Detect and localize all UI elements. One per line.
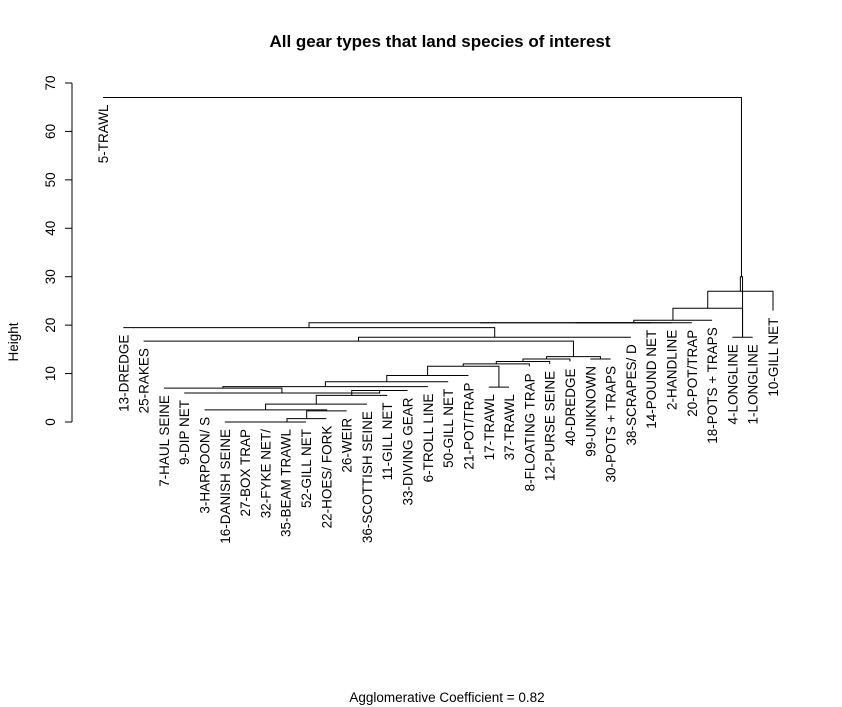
leaf-label: 50-GILL NET (441, 389, 456, 468)
leaf-label: 18-POTS + TRAPS (705, 327, 720, 443)
y-tick-label: 0 (43, 418, 58, 426)
agglomerative-coefficient: Agglomerative Coefficient = 0.82 (349, 690, 544, 705)
leaf-label: 11-GILL NET (380, 402, 395, 480)
merge-link (184, 390, 381, 394)
leaf-label: 3-HARPOON/ S (198, 417, 213, 514)
leaf-label: 27-BOX TRAP (238, 429, 253, 517)
leaf-label: 22-HOES/ FORK (319, 426, 334, 529)
leaf-label: 36-SCOTTISH SEINE (360, 411, 375, 543)
leaf-label: 6-TROLL LINE (421, 394, 436, 483)
merge-link (707, 290, 774, 311)
merge-link (163, 387, 283, 393)
y-axis: 0 10 20 30 40 50 60 70 (43, 75, 73, 426)
merge-link (103, 97, 742, 277)
leaf-label: 1-LONGLINE (746, 344, 761, 424)
leaf-label: 37-TRAWL (502, 394, 517, 461)
merge-link (265, 403, 367, 410)
merge-link (222, 386, 428, 389)
leaf-label: 16-DANISH SEINE (218, 429, 233, 544)
leaf-label: 40-DREDGE (563, 368, 578, 445)
leaf-label: 20-POT/TRAP (685, 330, 700, 417)
merge-link (308, 322, 652, 328)
leaf-label: 2-HANDLINE (664, 330, 679, 410)
merge-link (739, 276, 744, 338)
merge-link (462, 363, 530, 367)
leaf-labels: 5-TRAWL 13-DREDGE 25-RAKES 7-HAUL SEINE 9-DI… (96, 104, 781, 544)
leaf-label: 52-GILL NET (299, 429, 314, 508)
leaf-label: 14-POUND NET (644, 330, 659, 429)
leaf-label: 8-FLOATING TRAP (522, 373, 537, 491)
leaf-label: 32-FYKE NET/ (258, 429, 273, 519)
leaf-label: 35-BEAM TRAWL (279, 429, 294, 538)
leaf-label: 25-RAKES (137, 348, 152, 413)
merge-link (358, 336, 631, 342)
merge-link (324, 381, 449, 387)
leaf-label: 38-SCRAPES/ D (624, 344, 639, 446)
leaf-label: 7-HAUL SEINE (157, 395, 172, 487)
leaf-label: 99-UNKNOWN (583, 366, 598, 457)
chart-title: All gear types that land species of inte… (269, 32, 610, 51)
y-tick-label: 40 (43, 221, 58, 236)
leaf-label: 30-POTS + TRAPS (604, 366, 619, 482)
y-tick-label: 50 (43, 172, 58, 187)
y-tick-label: 10 (43, 366, 58, 381)
merge-link (315, 394, 388, 405)
merge-link (633, 319, 713, 323)
y-tick-label: 20 (43, 318, 58, 333)
leaf-label: 21-POT/TRAP (461, 383, 476, 470)
y-tick-label: 60 (43, 124, 58, 139)
leaf-label: 13-DREDGE (116, 335, 131, 412)
leaf-label: 4-LONGLINE (725, 344, 740, 424)
leaf-label: 17-TRAWL (482, 394, 497, 461)
merge-link (286, 418, 327, 422)
merge-link (351, 390, 408, 396)
merge-link (522, 358, 571, 362)
leaf-label: 26-WEIR (340, 418, 355, 473)
merge-link (123, 327, 496, 338)
leaf-label: 33-DIVING GEAR (401, 397, 416, 505)
leaf-label: 5-TRAWL (96, 104, 111, 163)
dendrogram-links (103, 97, 774, 423)
merge-link (386, 375, 469, 382)
merge-link (204, 409, 328, 411)
y-axis-label: Height (6, 322, 21, 361)
leaf-label: 9-DIP NET (177, 400, 192, 465)
y-tick-label: 70 (43, 75, 58, 90)
leaf-label: 12-PURSE SEINE (543, 371, 558, 481)
merge-link (306, 410, 347, 419)
merge-link (143, 340, 574, 357)
leaf-label: 10-GILL NET (766, 318, 781, 397)
y-tick-label: 30 (43, 269, 58, 284)
